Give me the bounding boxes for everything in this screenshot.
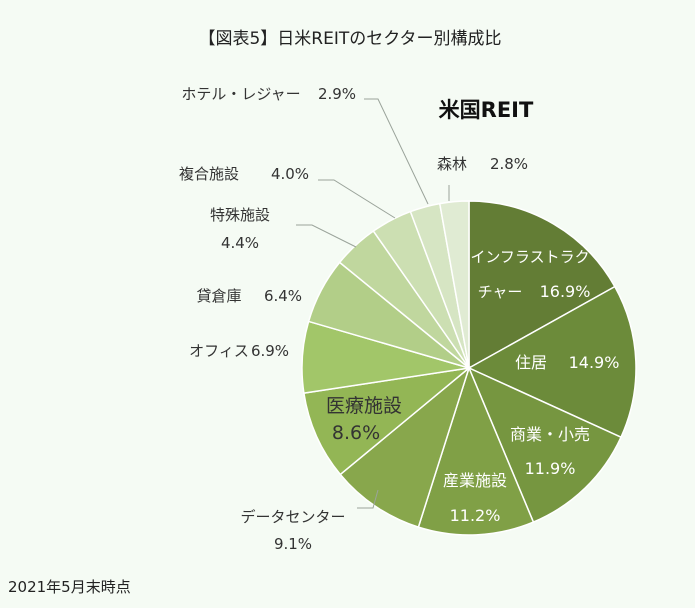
slice-value-label: 8.6% bbox=[332, 422, 380, 444]
slice-value-label: 16.9% bbox=[540, 282, 591, 301]
slice-value-label: 2.9% bbox=[318, 85, 356, 103]
footnote: 2021年5月末時点 bbox=[8, 578, 131, 596]
slice-label: 特殊施設 bbox=[210, 206, 270, 224]
pie-slice bbox=[417, 365, 535, 536]
slice-label: 森林 bbox=[437, 155, 467, 173]
slice-value-label: 14.9% bbox=[569, 353, 620, 372]
pie-slice bbox=[467, 285, 637, 439]
slice-value-label: 6.9% bbox=[251, 342, 289, 360]
slice-label: 産業施設 bbox=[443, 471, 507, 490]
leader-line bbox=[357, 489, 379, 509]
slice-label: 医療施設 bbox=[326, 395, 402, 417]
slice-label: データセンター bbox=[240, 508, 345, 526]
pie-slice bbox=[468, 200, 616, 370]
leader-line bbox=[364, 98, 429, 205]
leader-line bbox=[296, 224, 357, 248]
slice-label: ホテル・レジャー bbox=[181, 85, 300, 103]
pie-slices bbox=[301, 200, 637, 536]
slice-value-label: 4.0% bbox=[271, 165, 309, 183]
slice-value-label: 2.8% bbox=[490, 155, 528, 173]
slice-label: インフラストラク bbox=[470, 248, 589, 266]
pie-slice bbox=[339, 365, 471, 529]
slice-label: 商業・小売 bbox=[510, 425, 590, 444]
slice-label: 住居 bbox=[515, 353, 547, 372]
slice-label: オフィス bbox=[189, 342, 249, 360]
slice-value-label: 4.4% bbox=[221, 234, 259, 252]
leader-lines bbox=[296, 98, 450, 509]
slice-label: チャー bbox=[478, 283, 523, 301]
chart-title: 【図表5】日米REITのセクター別構成比 bbox=[198, 29, 501, 49]
slice-value-label: 11.9% bbox=[525, 459, 576, 478]
slice-label: 複合施設 bbox=[179, 165, 239, 183]
slice-label: 貸倉庫 bbox=[196, 287, 241, 305]
pie-slice bbox=[438, 200, 470, 369]
slice-value-label: 11.2% bbox=[450, 506, 501, 525]
pie-slice bbox=[467, 366, 622, 524]
chart-subtitle: 米国REIT bbox=[439, 98, 534, 122]
leader-line bbox=[318, 179, 396, 219]
slice-value-label: 9.1% bbox=[274, 535, 312, 553]
slice-value-label: 6.4% bbox=[264, 287, 302, 305]
pie-slice bbox=[303, 366, 472, 476]
